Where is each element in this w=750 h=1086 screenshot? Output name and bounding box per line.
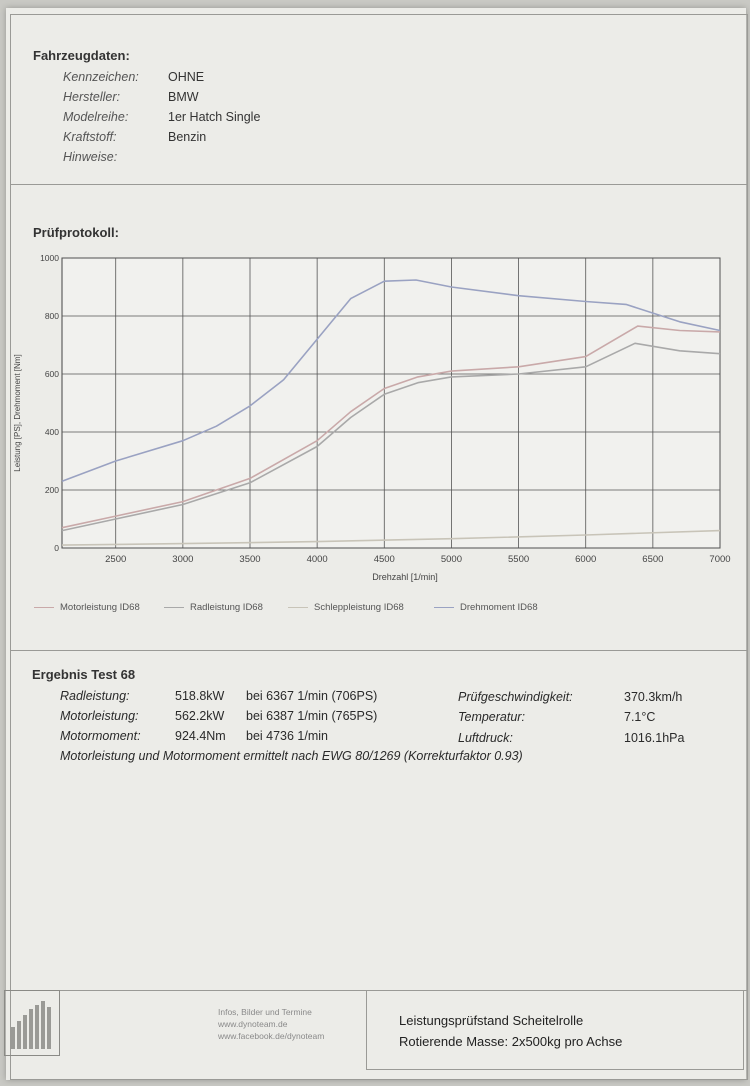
result-value-luftdruck: 1016.1hPa <box>624 731 685 745</box>
legend-item-drehmoment: Drehmoment ID68 <box>434 602 538 613</box>
legend-item-radleistung: Radleistung ID68 <box>164 602 263 613</box>
x-tick-label: 4000 <box>307 554 328 565</box>
x-tick-label: 6500 <box>642 554 663 565</box>
y-tick-label: 600 <box>45 369 59 379</box>
vehicle-label-kennzeichen: Kennzeichen: <box>63 70 139 84</box>
chart-labels: 2500 3000 3500 4000 4500 5000 5500 6000 6500 7000… <box>13 253 731 582</box>
y-tick-label: 800 <box>45 311 59 321</box>
x-tick-label: 7000 <box>709 554 730 565</box>
y-axis-title: Leistung [PS], Drehmoment [Nm] <box>13 354 22 471</box>
page-frame <box>10 14 748 1080</box>
result-value-pruefgeschwindigkeit: 370.3km/h <box>624 690 683 704</box>
result-label-motorleistung: Motorleistung: <box>60 709 139 723</box>
x-tick-label: 4500 <box>374 554 395 565</box>
dyno-chart: 2500 3000 3500 4000 4500 5000 5500 6000 6500 7000… <box>13 253 731 582</box>
legend-item-motorleistung: Motorleistung ID68 <box>34 602 140 613</box>
y-tick-label: 400 <box>45 427 59 437</box>
series-line-1 <box>61 342 721 532</box>
legend-swatch <box>434 607 454 608</box>
vehicle-value-kraftstoff: Benzin <box>168 130 207 144</box>
plot-area <box>61 257 721 549</box>
result-label-motormoment: Motormoment: <box>60 729 141 743</box>
series-line-2 <box>61 529 721 546</box>
chart-series <box>61 279 721 546</box>
legend-label: Motorleistung ID68 <box>60 602 140 613</box>
result-label-temperatur: Temperatur: <box>458 710 525 724</box>
result-detail-radleistung: bei 6367 1/min (706PS) <box>246 689 378 703</box>
x-tick-label: 3000 <box>172 554 193 565</box>
result-label-pruefgeschwindigkeit: Prüfgeschwindigkeit: <box>458 690 573 704</box>
y-tick-label: 200 <box>45 485 59 495</box>
x-tick-label: 5000 <box>441 554 462 565</box>
footer-info: Infos, Bilder und Termine www.dynoteam.d… <box>218 1006 324 1042</box>
result-value-radleistung: 518.8kW <box>175 689 225 703</box>
footer-info-link[interactable]: www.facebook.de/dynoteam <box>218 1031 325 1041</box>
footer-info-link[interactable]: www.dynoteam.de <box>218 1019 288 1029</box>
footer-right-box <box>366 990 744 1070</box>
legend-item-schleppleistung: Schleppleistung ID68 <box>288 602 404 613</box>
result-label-radleistung: Radleistung: <box>60 689 130 703</box>
footer-info-line: Infos, Bilder und Termine <box>218 1007 312 1017</box>
x-tick-label: 6000 <box>575 554 596 565</box>
results-note: Motorleistung und Motormoment ermittelt … <box>60 749 523 763</box>
dynoteam-logo <box>4 990 60 1056</box>
section-divider-2 <box>10 650 748 651</box>
footer-line-2: Rotierende Masse: 2x500kg pro Achse <box>399 1034 623 1049</box>
vehicle-section-title: Fahrzeugdaten: <box>33 48 130 63</box>
legend-label: Schleppleistung ID68 <box>314 602 404 613</box>
section-divider-1 <box>10 184 748 185</box>
result-detail-motormoment: bei 4736 1/min <box>246 729 329 743</box>
vehicle-value-modelreihe: 1er Hatch Single <box>168 110 261 124</box>
vehicle-value-kennzeichen: OHNE <box>168 70 205 84</box>
chart-grid <box>61 257 721 549</box>
x-tick-label: 3500 <box>239 554 260 565</box>
legend-swatch <box>288 607 308 608</box>
x-tick-label: 5500 <box>508 554 529 565</box>
series-line-3 <box>61 279 721 483</box>
y-tick-label: 1000 <box>40 253 59 263</box>
footer-line-1: Leistungsprüfstand Scheitelrolle <box>399 1013 584 1028</box>
vehicle-label-hersteller: Hersteller: <box>63 90 120 104</box>
result-value-motorleistung: 562.2kW <box>175 709 225 723</box>
vehicle-label-modelreihe: Modelreihe: <box>63 110 129 124</box>
legend-label: Drehmoment ID68 <box>460 602 538 613</box>
legend-swatch <box>164 607 184 608</box>
result-value-temperatur: 7.1°C <box>624 710 656 724</box>
legend-swatch <box>34 607 54 608</box>
x-axis-title: Drehzahl [1/min] <box>372 572 438 582</box>
vehicle-label-hinweise: Hinweise: <box>63 150 118 164</box>
result-value-motormoment: 924.4Nm <box>175 729 226 743</box>
logo-bars-icon <box>11 1001 51 1049</box>
vehicle-label-kraftstoff: Kraftstoff: <box>63 130 117 144</box>
legend-label: Radleistung ID68 <box>190 602 263 613</box>
result-label-luftdruck: Luftdruck: <box>458 731 513 745</box>
vehicle-value-hersteller: BMW <box>168 90 199 104</box>
y-tick-label: 0 <box>54 543 59 553</box>
protocol-section-title: Prüfprotokoll: <box>33 225 119 240</box>
results-title: Ergebnis Test 68 <box>32 667 136 682</box>
series-line-0 <box>61 325 721 529</box>
x-tick-label: 2500 <box>105 554 126 565</box>
result-detail-motorleistung: bei 6387 1/min (765PS) <box>246 709 378 723</box>
